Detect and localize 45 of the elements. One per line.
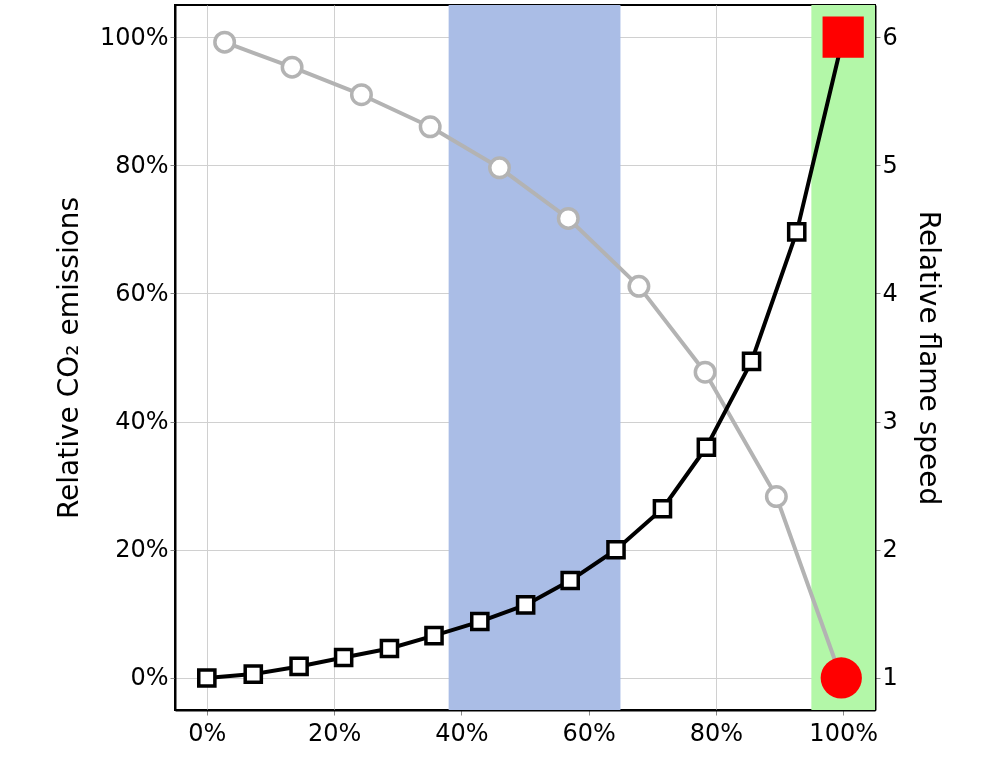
point xyxy=(349,83,373,107)
x-tick-label: 60% xyxy=(562,718,616,747)
point xyxy=(606,539,626,560)
y-tick-label: 80% xyxy=(115,150,169,179)
point xyxy=(333,647,354,668)
y2-tick-label: 5 xyxy=(882,150,898,179)
point xyxy=(741,351,762,372)
point xyxy=(696,437,717,458)
point xyxy=(418,115,442,139)
point xyxy=(652,498,673,519)
point xyxy=(560,570,580,591)
point xyxy=(764,485,788,509)
point xyxy=(822,16,864,58)
y2-axis-title: Relative flame speed xyxy=(912,210,946,506)
y2-tick-label: 1 xyxy=(882,663,898,692)
y-tick-label: 60% xyxy=(115,278,169,307)
point xyxy=(488,156,512,180)
point xyxy=(693,360,717,384)
point xyxy=(786,222,807,242)
point xyxy=(243,664,264,684)
y-tick-label: 0% xyxy=(130,663,169,692)
point xyxy=(289,656,309,677)
point xyxy=(379,638,400,659)
point xyxy=(424,625,444,646)
x-tick-label: 100% xyxy=(809,718,878,747)
y-tick-label: 100% xyxy=(99,22,169,51)
point xyxy=(820,657,862,699)
point xyxy=(280,55,304,79)
point xyxy=(197,668,217,688)
y-tick-label: 40% xyxy=(115,407,169,436)
y-axis-title: Relative CO₂ emissions xyxy=(51,196,85,520)
x-tick-label: 80% xyxy=(689,718,744,747)
point xyxy=(556,206,580,230)
x-tick-label: 20% xyxy=(307,718,362,747)
x-tick-label: 0% xyxy=(188,718,227,747)
point xyxy=(470,611,490,632)
y2-tick-label: 2 xyxy=(882,535,898,564)
point xyxy=(515,595,536,615)
x-tick-label: 40% xyxy=(435,718,489,747)
point xyxy=(213,30,237,54)
y-tick-label: 20% xyxy=(115,535,169,564)
y2-tick-label: 6 xyxy=(882,22,898,51)
point xyxy=(627,274,651,298)
y2-tick-label: 4 xyxy=(882,278,898,307)
y2-tick-label: 3 xyxy=(882,407,898,436)
